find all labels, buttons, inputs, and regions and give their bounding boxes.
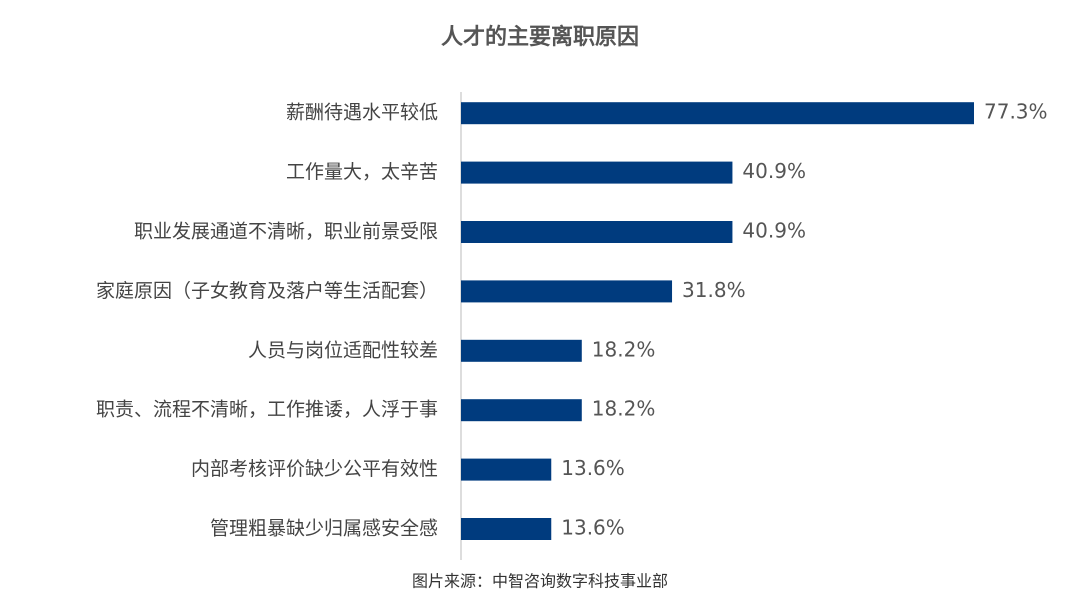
category-label: 家庭原因（子女教育及落户等生活配套）	[96, 280, 438, 302]
bar	[461, 399, 582, 422]
value-label: 18.2%	[592, 337, 656, 361]
category-label: 内部考核评价缺少公平有效性	[191, 458, 438, 480]
value-label: 40.9%	[742, 159, 806, 183]
bar	[461, 102, 974, 125]
value-label: 31.8%	[682, 278, 746, 302]
value-label: 13.6%	[561, 456, 625, 480]
category-label: 薪酬待遇水平较低	[286, 102, 438, 124]
category-label: 职业发展通道不清晰，职业前景受限	[134, 221, 438, 243]
bar	[461, 518, 552, 540]
category-label: 工作量大，太辛苦	[286, 161, 438, 183]
bar	[461, 280, 673, 303]
source-note: 图片来源：中智咨询数字科技事业部	[412, 572, 668, 591]
value-label: 77.3%	[984, 100, 1048, 124]
bar	[461, 161, 733, 184]
category-label: 人员与岗位适配性较差	[248, 339, 438, 361]
category-label: 职责、流程不清晰，工作推诿，人浮于事	[96, 399, 438, 421]
bar	[461, 339, 582, 362]
chart-title: 人才的主要离职原因	[441, 24, 639, 50]
category-label: 管理粗暴缺少归属感安全感	[210, 518, 438, 540]
value-label: 40.9%	[742, 219, 806, 243]
bar	[461, 221, 733, 243]
value-label: 13.6%	[561, 516, 625, 540]
value-label: 18.2%	[592, 397, 656, 421]
bar	[461, 458, 552, 481]
